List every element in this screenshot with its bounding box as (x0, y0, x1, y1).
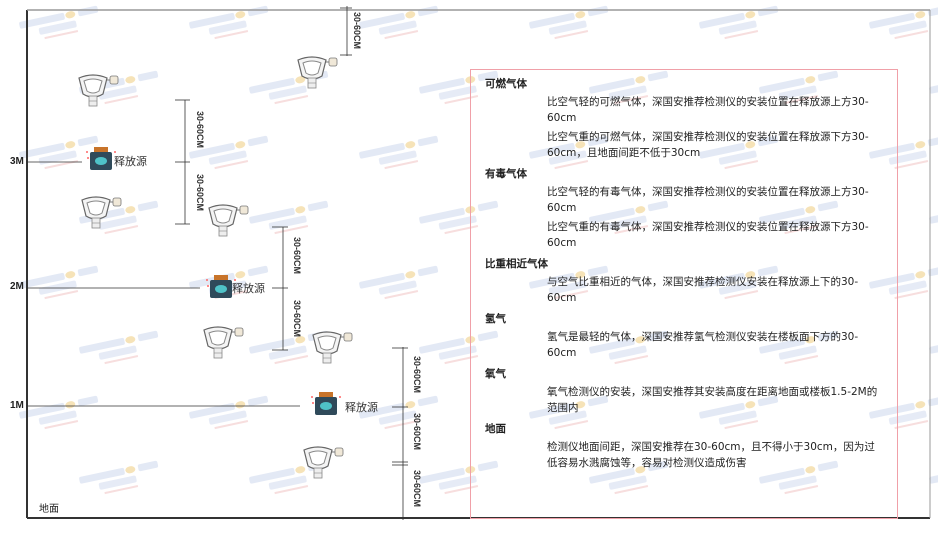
watermark-logo (529, 395, 609, 430)
watermark-logo (869, 5, 938, 40)
dimension-label: 30-60CM (195, 174, 205, 212)
section-text: 氧气检测仪的安装，深国安推荐其安装高度在距离地面或楼板1.5-2M的范围内 (547, 386, 878, 414)
gas-detector-icon (297, 56, 338, 89)
watermark-logo (699, 5, 779, 40)
section-text: 比空气重的可燃气体，深国安推荐检测仪的安装位置在释放源下方30-60cm，且地面… (547, 131, 869, 159)
release-source-icon (206, 275, 236, 298)
section-heading: 氧气 (485, 368, 506, 380)
section-flammable: 可燃气体 比空气轻的可燃气体，深国安推荐检测仪的安装位置在释放源上方30-60c… (485, 76, 885, 161)
dimension-label: 30-60CM (412, 470, 422, 508)
section-ground: 地面 检测仪地面间距，深国安推荐在30-60cm，且不得小于30cm，因为过低容… (485, 421, 885, 471)
watermark-logo (759, 460, 839, 495)
watermark-logo (759, 70, 839, 105)
gas-detector-icon (81, 196, 122, 229)
level-label-1m: 1M (10, 400, 24, 411)
section-text: 检测仪地面间距，深国安推荐在30-60cm，且不得小于30cm，因为过低容易水溅… (547, 441, 875, 469)
watermark-logo (359, 135, 439, 170)
watermark-logo (249, 330, 329, 365)
watermark-logo (249, 200, 329, 235)
watermark-logo (869, 135, 938, 170)
release-source-icon (311, 392, 341, 415)
dimension-label: 30-60CM (412, 413, 422, 451)
watermark-logo (419, 70, 499, 105)
watermark-logo (699, 395, 779, 430)
gas-detector-icon (208, 204, 249, 237)
dimension-label: 30-60CM (352, 12, 362, 50)
section-text: 比空气轻的可燃气体，深国安推荐检测仪的安装位置在释放源上方30-60cm (547, 96, 869, 124)
dimension-lines (175, 6, 408, 520)
gas-detector-icon (203, 326, 244, 359)
section-heading: 比重相近气体 (485, 258, 548, 270)
watermark-logo (359, 5, 439, 40)
section-heading: 可燃气体 (485, 78, 527, 90)
watermark-logo (759, 330, 839, 365)
watermark-logo (189, 5, 269, 40)
section-heading: 氢气 (485, 313, 506, 325)
section-similar-density: 比重相近气体 与空气比重相近的气体，深国安推荐检测仪安装在释放源上下的30-60… (485, 256, 885, 306)
level-label-3m: 3M (10, 156, 24, 167)
section-heading: 有毒气体 (485, 168, 527, 180)
section-toxic: 有毒气体 比空气轻的有毒气体，深国安推荐检测仪的安装位置在释放源上方30-60c… (485, 166, 885, 251)
watermark-logo (249, 70, 329, 105)
watermark-logo (529, 265, 609, 300)
watermark-logo (419, 330, 499, 365)
section-hydrogen: 氢气 氢气是最轻的气体，深国安推荐氢气检测仪安装在楼板面下方的30-60cm (485, 311, 885, 361)
watermark-logo (589, 70, 669, 105)
watermark-logo (19, 265, 99, 300)
gas-detector-icon (312, 331, 353, 364)
watermark-logo (699, 265, 779, 300)
watermark-logo (189, 135, 269, 170)
watermark-logo (359, 395, 439, 430)
dimension-label: 30-60CM (195, 111, 205, 149)
watermark-logo (19, 395, 99, 430)
watermark-logo (529, 135, 609, 170)
ground-label: 地面 (39, 504, 59, 515)
watermark-logo (79, 330, 159, 365)
watermark-logo (19, 135, 99, 170)
watermark-logo (419, 460, 499, 495)
watermark-logo (19, 5, 99, 40)
gas-detector-icon (78, 74, 119, 107)
section-text: 比空气轻的有毒气体，深国安推荐检测仪的安装位置在释放源上方30-60cm (547, 186, 869, 214)
watermark-logo (759, 200, 839, 235)
section-text: 比空气重的有毒气体，深国安推荐检测仪的安装位置在释放源下方30-60cm (547, 221, 869, 249)
source-label: 释放源 (345, 401, 378, 414)
source-label: 释放源 (232, 282, 265, 295)
watermark-logo (79, 460, 159, 495)
gas-detector-icon (303, 446, 344, 479)
watermark-logo (589, 460, 669, 495)
watermark-logo (869, 395, 938, 430)
level-label-2m: 2M (10, 281, 24, 292)
dimension-label: 30-60CM (292, 237, 302, 275)
watermark-logo (589, 330, 669, 365)
section-oxygen: 氧气 氧气检测仪的安装，深国安推荐其安装高度在距离地面或楼板1.5-2M的范围内 (485, 366, 885, 416)
description-panel: 可燃气体 比空气轻的可燃气体，深国安推荐检测仪的安装位置在释放源上方30-60c… (470, 69, 898, 519)
dimension-label: 30-60CM (412, 356, 422, 394)
release-source-icon (86, 147, 116, 170)
watermark-logo (869, 265, 938, 300)
watermark-logo (359, 265, 439, 300)
section-heading: 地面 (485, 423, 506, 435)
section-text: 与空气比重相近的气体，深国安推荐检测仪安装在释放源上下的30-60cm (547, 276, 859, 304)
watermark-logo (699, 135, 779, 170)
dimension-label: 30-60CM (292, 300, 302, 338)
source-label: 释放源 (114, 155, 147, 168)
section-text: 氢气是最轻的气体，深国安推荐氢气检测仪安装在楼板面下方的30-60cm (547, 331, 859, 359)
watermark-logo (529, 5, 609, 40)
watermark-logo (419, 200, 499, 235)
watermark-logo (189, 395, 269, 430)
watermark-logo (589, 200, 669, 235)
